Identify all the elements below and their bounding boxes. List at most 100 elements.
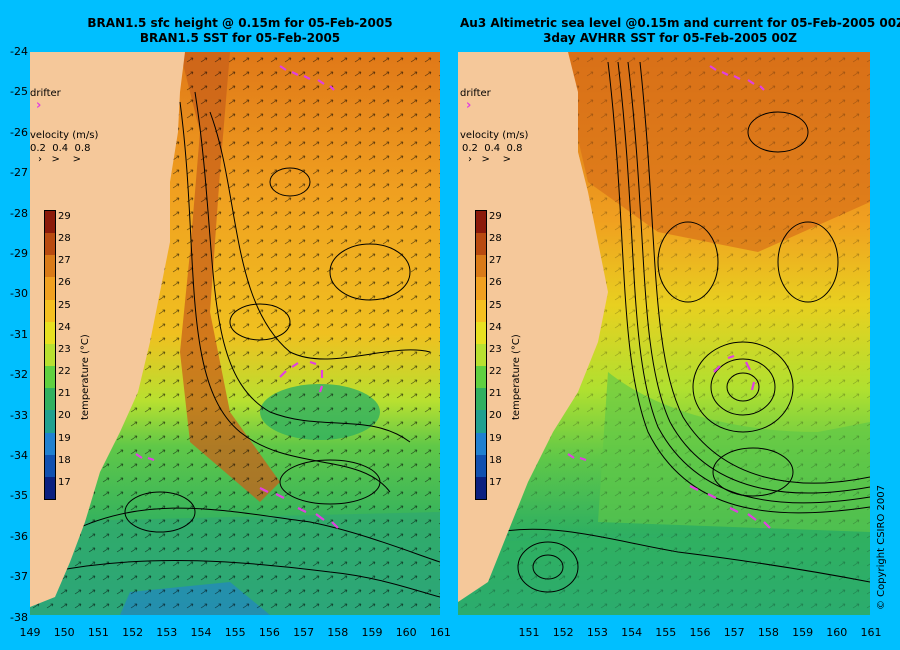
colorbar-segment	[476, 388, 486, 411]
left-colorbar-title: temperature (°C)	[80, 334, 91, 420]
colorbar-segment	[476, 299, 486, 322]
right-drifter-icon: ›	[466, 98, 472, 113]
left-drifter-icon: ›	[36, 98, 42, 113]
colorbar-segment	[476, 343, 486, 367]
longitude-tick: 161	[860, 626, 882, 639]
longitude-tick: 154	[621, 626, 643, 639]
left-drifter-label: drifter	[30, 88, 61, 99]
longitude-tick: 160	[395, 626, 417, 639]
sea-height-contours	[49, 91, 440, 598]
left-title-line2: BRAN1.5 SST for 05-Feb-2005	[139, 31, 341, 45]
colorbar-tick: 23	[489, 343, 502, 355]
latitude-tick: -34	[10, 449, 28, 462]
colorbar-tick: 27	[58, 255, 71, 267]
colorbar-tick: 21	[58, 388, 71, 400]
colorbar-segment	[45, 321, 55, 344]
longitude-tick: 160	[826, 626, 848, 639]
colorbar-segment	[45, 410, 55, 433]
colorbar-segment	[45, 432, 55, 455]
latitude-tick: -35	[10, 489, 28, 503]
colorbar-segment	[476, 277, 486, 300]
right-title-line2: 3day AVHRR SST for 05-Feb-2005 00Z	[543, 31, 797, 45]
latitude-tick: -31	[10, 327, 28, 341]
longitude-tick: 157	[723, 626, 745, 639]
colorbar-tick: 27	[489, 255, 502, 267]
latitude-tick: -33	[10, 408, 28, 422]
colorbar-tick: 25	[489, 299, 502, 311]
latitude-tick: -36	[10, 529, 28, 543]
drifter-tracks	[135, 65, 339, 529]
colorbar-tick: 21	[489, 388, 502, 400]
longitude-tick: 157	[293, 626, 315, 639]
colorbar-tick: 18	[489, 454, 502, 466]
longitude-tick: 150	[53, 626, 75, 639]
left-title: BRAN1.5 sfc height @ 0.15m for 05-Feb-20…	[40, 16, 440, 46]
left-velocity-arrows-legend: › > >	[38, 154, 82, 165]
longitude-tick: 155	[224, 626, 246, 639]
longitude-tick: 152	[122, 626, 144, 639]
colorbar-tick: 29	[58, 211, 71, 222]
colorbar-segment	[476, 410, 486, 433]
right-drifter-label: drifter	[460, 88, 491, 99]
colorbar-tick: 28	[58, 233, 71, 245]
latitude-tick: -27	[10, 166, 28, 180]
colorbar-tick: 26	[58, 277, 71, 289]
colorbar-tick: 22	[489, 366, 502, 378]
left-colorbar	[44, 210, 56, 500]
longitude-tick: 159	[792, 626, 814, 639]
right-colorbar-title: temperature (°C)	[511, 334, 522, 420]
left-velocity-label: velocity (m/s)	[30, 130, 99, 141]
longitude-tick: 154	[190, 626, 212, 639]
colorbar-tick: 20	[489, 410, 502, 422]
colorbar-segment	[45, 366, 55, 389]
colorbar-tick: 23	[58, 343, 71, 355]
colorbar-segment	[476, 211, 486, 234]
colorbar-tick: 17	[58, 476, 71, 488]
drifter-tracks	[567, 65, 771, 529]
left-map	[30, 52, 440, 615]
right-title: Au3 Altimetric sea level @0.15m and curr…	[460, 16, 900, 46]
longitude-tick: 152	[552, 626, 574, 639]
colorbar-segment	[45, 277, 55, 300]
colorbar-segment	[45, 255, 55, 278]
latitude-tick: -37	[10, 570, 28, 584]
colorbar-tick: 17	[489, 476, 502, 488]
longitude-tick: 153	[586, 626, 608, 639]
colorbar-tick: 19	[58, 432, 71, 444]
colorbar-segment	[476, 233, 486, 256]
colorbar-tick: 24	[58, 321, 71, 333]
longitude-tick: 151	[87, 626, 109, 639]
colorbar-tick: 24	[489, 321, 502, 333]
latitude-tick: -38	[10, 610, 28, 624]
colorbar-tick: 22	[58, 366, 71, 378]
colorbar-segment	[476, 366, 486, 389]
colorbar-tick: 28	[489, 233, 502, 245]
latitude-tick: -26	[10, 125, 28, 139]
colorbar-segment	[45, 233, 55, 256]
longitude-tick: 156	[689, 626, 711, 639]
longitude-tick: 158	[327, 626, 349, 639]
latitude-tick: -30	[10, 287, 28, 301]
colorbar-tick: 19	[489, 432, 502, 444]
colorbar-tick: 25	[58, 299, 71, 311]
latitude-tick: -29	[10, 247, 28, 260]
right-title-line1: Au3 Altimetric sea level @0.15m and curr…	[460, 16, 900, 30]
colorbar-segment	[476, 321, 486, 344]
latitude-tick: -25	[10, 85, 28, 99]
latitude-tick: -32	[10, 368, 28, 382]
longitude-tick: 158	[757, 626, 779, 639]
colorbar-segment	[45, 388, 55, 411]
colorbar-segment	[45, 343, 55, 367]
land	[30, 52, 185, 607]
colorbar-segment	[45, 211, 55, 234]
colorbar-segment	[476, 476, 486, 499]
left-title-line1: BRAN1.5 sfc height @ 0.15m for 05-Feb-20…	[87, 16, 393, 30]
colorbar-tick: 29	[489, 211, 502, 222]
longitude-tick: 149	[19, 626, 41, 639]
colorbar-segment	[45, 299, 55, 322]
colorbar-tick: 20	[58, 410, 71, 422]
longitude-tick: 155	[655, 626, 677, 639]
land	[458, 52, 608, 602]
longitude-tick: 159	[361, 626, 383, 639]
left-velocity-values: 0.2 0.4 0.8	[30, 143, 91, 154]
